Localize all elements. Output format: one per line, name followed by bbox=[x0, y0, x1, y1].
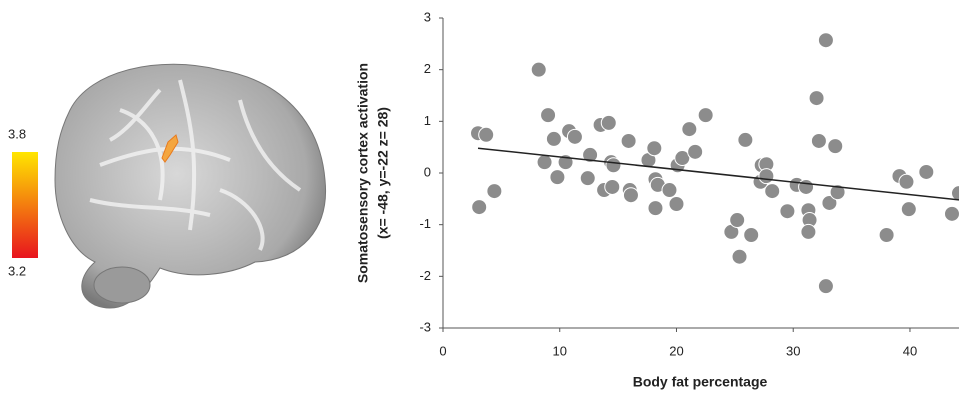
figure: 3.8 3.2 Body fat percentage Somatosensor… bbox=[0, 0, 959, 393]
x-tick-label: 10 bbox=[553, 343, 567, 358]
y-tick-label: -1 bbox=[419, 216, 431, 231]
data-point bbox=[621, 133, 636, 148]
data-point bbox=[818, 279, 833, 294]
data-point bbox=[487, 184, 502, 199]
data-point bbox=[537, 155, 552, 170]
data-point bbox=[580, 171, 595, 186]
data-point bbox=[662, 183, 677, 198]
data-point bbox=[698, 108, 713, 123]
data-point bbox=[479, 127, 494, 142]
plot-area bbox=[471, 33, 959, 294]
data-point bbox=[732, 249, 747, 264]
data-point bbox=[546, 131, 561, 146]
y-axis-label: (x= -48, y=-22 z= 28) bbox=[375, 107, 391, 239]
data-point bbox=[531, 62, 546, 77]
data-point bbox=[944, 206, 959, 221]
x-tick-label: 0 bbox=[439, 343, 446, 358]
data-point bbox=[601, 115, 616, 130]
data-point bbox=[952, 186, 959, 201]
x-tick-label: 30 bbox=[786, 343, 800, 358]
data-point bbox=[623, 188, 638, 203]
y-tick-label: 1 bbox=[424, 113, 431, 128]
data-point bbox=[730, 213, 745, 228]
x-tick-label: 20 bbox=[669, 343, 683, 358]
data-point bbox=[550, 170, 565, 185]
data-point bbox=[780, 204, 795, 219]
data-point bbox=[541, 108, 556, 123]
data-point bbox=[567, 129, 582, 144]
y-tick-label: -3 bbox=[419, 319, 431, 334]
y-tick-label: 0 bbox=[424, 164, 431, 179]
data-point bbox=[605, 179, 620, 194]
colorbar bbox=[12, 152, 38, 258]
data-point bbox=[759, 169, 774, 184]
data-point bbox=[688, 144, 703, 159]
data-point bbox=[472, 200, 487, 215]
data-point bbox=[765, 184, 780, 199]
data-point bbox=[606, 158, 621, 173]
data-point bbox=[669, 197, 684, 212]
colorbar-min-label: 3.2 bbox=[8, 263, 26, 278]
data-point bbox=[648, 201, 663, 216]
y-tick-label: -2 bbox=[419, 268, 431, 283]
data-point bbox=[879, 228, 894, 243]
data-point bbox=[682, 122, 697, 137]
data-point bbox=[801, 224, 816, 239]
data-point bbox=[919, 164, 934, 179]
brain-image bbox=[55, 64, 326, 308]
data-point bbox=[809, 91, 824, 106]
x-axis-label: Body fat percentage bbox=[633, 374, 768, 390]
y-tick-label: 3 bbox=[424, 9, 431, 24]
data-point bbox=[738, 132, 753, 147]
y-axis-label: Somatosensory cortex activation bbox=[355, 63, 371, 283]
data-point bbox=[899, 174, 914, 189]
data-point bbox=[828, 139, 843, 154]
data-point bbox=[811, 133, 826, 148]
data-point bbox=[744, 228, 759, 243]
data-point bbox=[799, 179, 814, 194]
colorbar-max-label: 3.8 bbox=[8, 126, 26, 141]
x-tick-label: 40 bbox=[903, 343, 917, 358]
y-tick-label: 2 bbox=[424, 61, 431, 76]
data-point bbox=[901, 202, 916, 217]
data-point bbox=[818, 33, 833, 48]
data-point bbox=[647, 141, 662, 156]
